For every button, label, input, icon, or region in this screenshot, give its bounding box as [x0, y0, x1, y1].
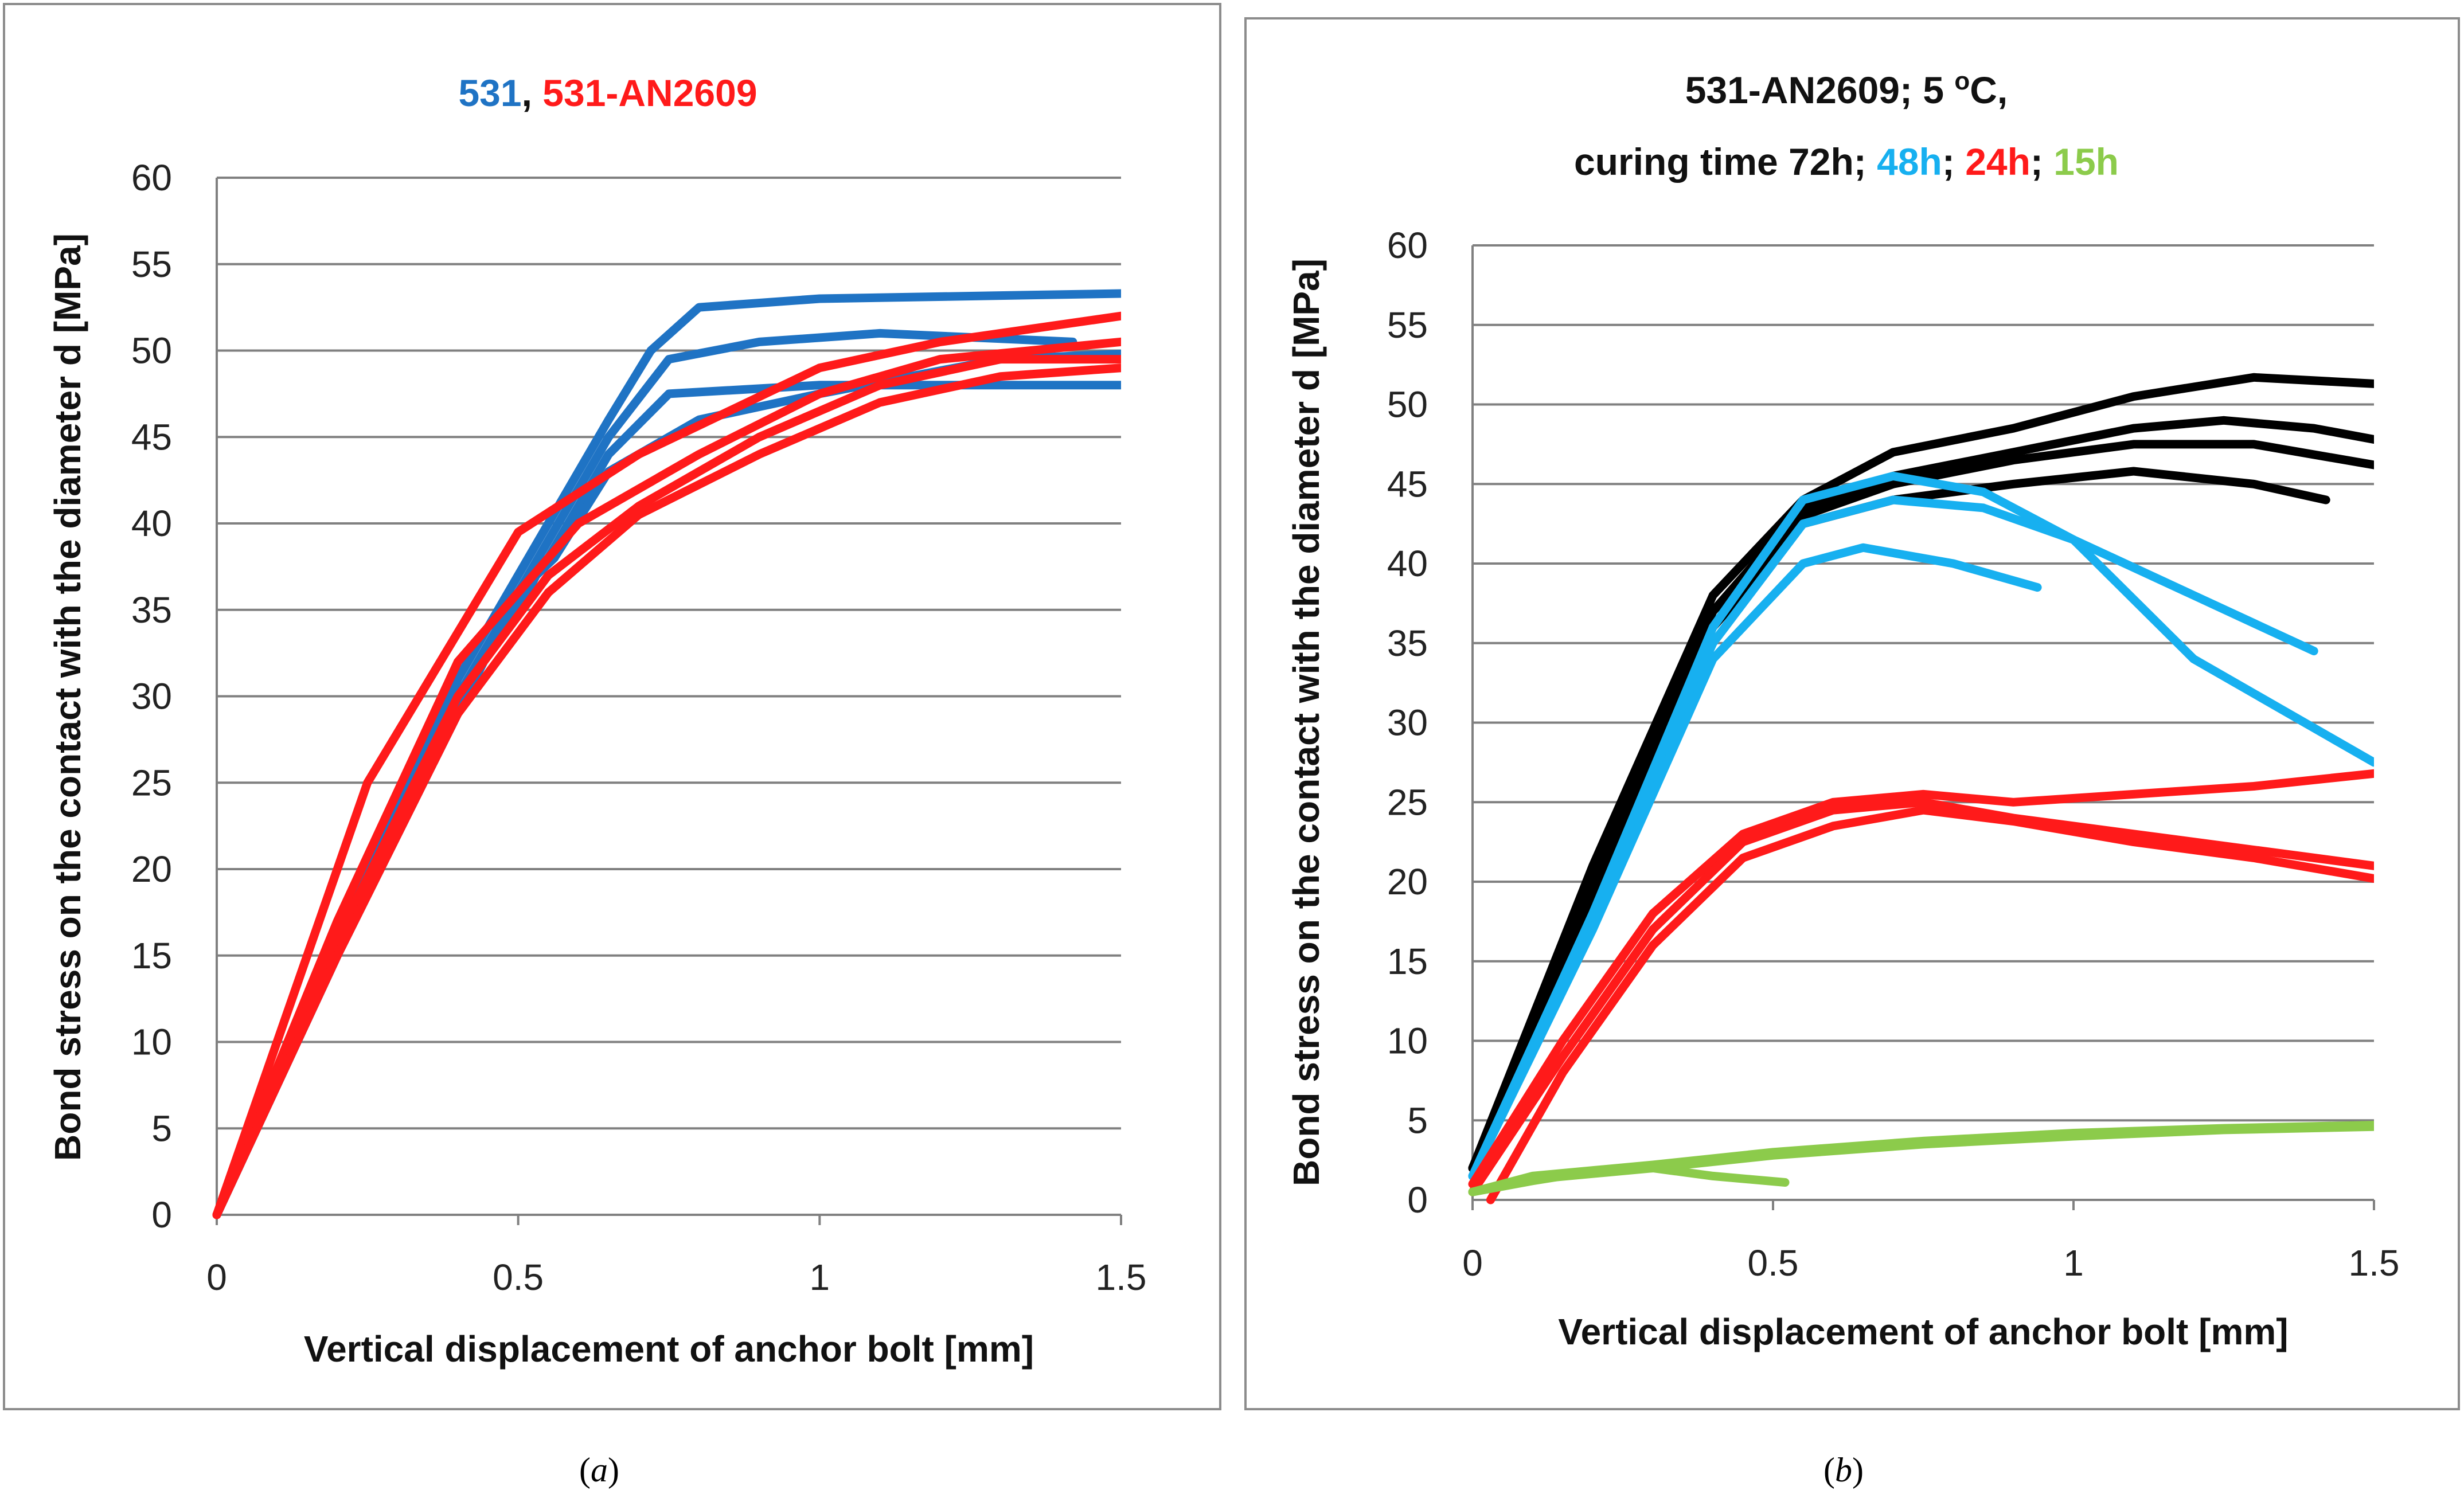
y-tick-label: 10 — [1387, 1020, 1428, 1062]
series-line-48h-5 — [1468, 495, 2318, 1180]
x-tick-label: 1.5 — [2349, 1242, 2400, 1284]
caption-a: (a) — [579, 1451, 619, 1489]
series-line-24h-7 — [1468, 769, 2374, 1188]
series-line-15h-10 — [1468, 1121, 2374, 1196]
y-tick-label: 60 — [131, 157, 172, 198]
y-tick-label: 35 — [1387, 623, 1428, 664]
y-axis-label: Bond stress on the contact with the diam… — [1286, 259, 1327, 1186]
series-line-48h-6 — [1468, 543, 2042, 1180]
title-segment: ; — [2030, 140, 2053, 183]
y-tick-label: 30 — [1387, 702, 1428, 744]
title-segment: 531-AN2609 — [542, 72, 757, 114]
y-tick-label: 0 — [151, 1194, 172, 1235]
series-line-531-1 — [212, 328, 1077, 1219]
y-tick-label: 40 — [131, 503, 172, 544]
x-tick-label: 1 — [810, 1257, 830, 1298]
series-group — [1468, 373, 2374, 1204]
chart-a: 0 5 10 15 20 25 30 35 40 45 50 55 60 0 0.5 1 1.5 Vertical… — [47, 72, 1146, 1370]
chart-b: 0 5 10 15 20 25 30 35 40 45 50 55 60 0 0.5 1 1.5 Vertical… — [1286, 67, 2399, 1353]
x-tick-label: 1 — [2063, 1242, 2084, 1284]
series-group — [212, 289, 1121, 1219]
series-line-24h-9 — [1486, 805, 2374, 1204]
title-segment: 15h — [2053, 140, 2119, 183]
y-tick-label: 55 — [131, 244, 172, 285]
x-tick-label: 0 — [1462, 1242, 1483, 1284]
y-tick-label: 60 — [1387, 225, 1428, 266]
y-tick-label: 20 — [1387, 861, 1428, 902]
y-tick-label: 55 — [1387, 304, 1428, 346]
panel-a — [3, 3, 1221, 1410]
y-tick-label: 30 — [131, 676, 172, 717]
series-line-72h-2 — [1468, 440, 2374, 1172]
title-segment: ; — [1942, 140, 1965, 183]
x-axis-label: Vertical displacement of anchor bolt [mm… — [304, 1328, 1034, 1370]
series-line-531-an2609-6 — [212, 355, 1121, 1219]
title-segment: , — [522, 72, 543, 114]
x-tick-label: 0 — [206, 1257, 227, 1298]
panel-b — [1244, 17, 2460, 1410]
series-line-24h-8 — [1468, 797, 2374, 1196]
y-tick-label: 15 — [131, 935, 172, 976]
series-line-531-0 — [212, 289, 1121, 1219]
chart-title-line-2: curing time 72h; 48h; 24h; 15h — [1574, 140, 2119, 183]
y-tick-label: 45 — [131, 416, 172, 457]
y-tick-label: 40 — [1387, 543, 1428, 584]
series-line-531-2 — [212, 381, 1121, 1219]
y-tick-label: 5 — [1407, 1100, 1428, 1141]
caption-b-letter: b — [1834, 1451, 1852, 1489]
series-line-531-3 — [212, 350, 1121, 1219]
series-line-72h-0 — [1468, 373, 2374, 1172]
series-line-15h-11 — [1468, 1122, 2374, 1196]
series-line-531-an2609-5 — [212, 337, 1121, 1219]
y-tick-label: 50 — [1387, 384, 1428, 425]
title-segment: C, — [1970, 69, 2008, 111]
y-tick-label: 25 — [1387, 781, 1428, 823]
x-tick-label: 0.5 — [1748, 1242, 1799, 1284]
y-tick-label: 35 — [131, 589, 172, 631]
y-tick-label: 5 — [151, 1108, 172, 1149]
y-tick-label: 50 — [131, 330, 172, 371]
chart-title-line-1: 531, 531-AN2609 — [458, 72, 757, 114]
caption-b: (b) — [1823, 1451, 1864, 1489]
title-segment: 48h — [1877, 140, 1942, 183]
x-tick-label: 0.5 — [493, 1257, 544, 1298]
y-tick-label: 25 — [131, 762, 172, 803]
series-line-72h-3 — [1468, 467, 2330, 1172]
title-segment: 531 — [458, 72, 521, 114]
y-tick-label: 15 — [1387, 941, 1428, 982]
series-line-531-an2609-7 — [212, 363, 1121, 1219]
chart-title-line-1: 531-AN2609; 5 oC, — [1685, 67, 2008, 112]
y-tick-label: 45 — [1387, 463, 1428, 504]
title-segment: o — [1954, 67, 1970, 95]
y-axis-label: Bond stress on the contact with the diam… — [47, 233, 88, 1161]
x-tick-label: 1.5 — [1096, 1257, 1147, 1298]
y-tick-label: 0 — [1407, 1179, 1428, 1221]
x-axis-label: Vertical displacement of anchor bolt [mm… — [1558, 1311, 2288, 1352]
series-line-15h-12 — [1468, 1164, 1790, 1196]
y-tick-label: 10 — [131, 1022, 172, 1063]
series-line-531-an2609-4 — [212, 311, 1121, 1219]
title-segment: 531-AN2609; 5 — [1685, 69, 1955, 111]
y-tick-label: 20 — [131, 848, 172, 890]
title-segment: 24h — [1965, 140, 2030, 183]
caption-a-letter: a — [590, 1451, 608, 1489]
title-segment: curing time 72h; — [1574, 140, 1877, 183]
